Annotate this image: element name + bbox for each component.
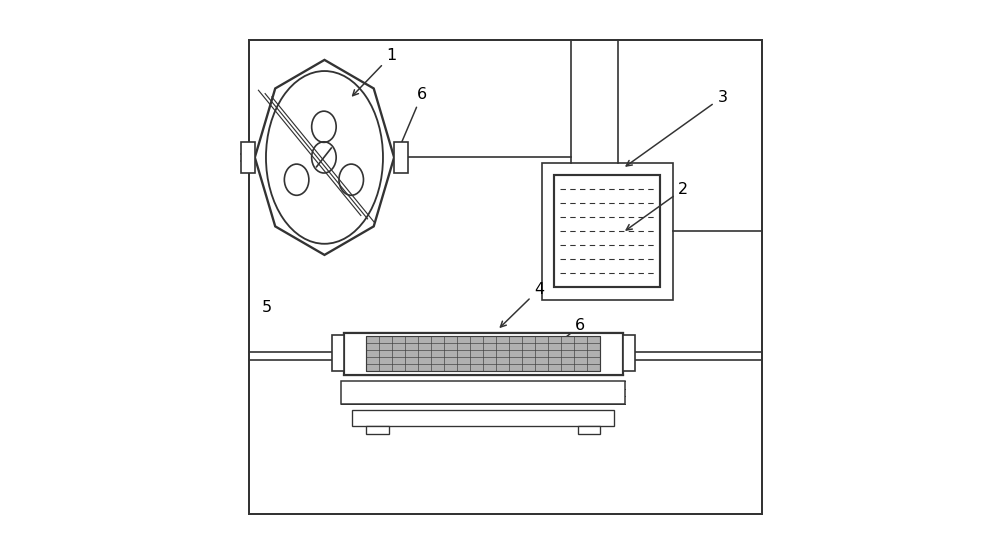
Bar <box>366 336 600 371</box>
Text: 4: 4 <box>500 282 544 327</box>
Bar <box>366 426 389 435</box>
Text: 6: 6 <box>397 87 427 153</box>
Text: 1: 1 <box>353 48 396 96</box>
Text: 2: 2 <box>626 181 688 230</box>
Bar <box>344 333 623 375</box>
Bar <box>542 163 673 300</box>
Bar <box>249 40 762 514</box>
Bar <box>341 381 625 404</box>
Bar <box>554 175 660 287</box>
Bar <box>352 410 614 426</box>
Bar <box>623 335 635 371</box>
Bar <box>578 426 600 435</box>
Text: 3: 3 <box>626 90 727 166</box>
Bar <box>332 335 344 371</box>
Text: 6: 6 <box>540 318 585 358</box>
Text: 5: 5 <box>262 300 272 315</box>
Bar <box>394 142 408 172</box>
Bar <box>241 142 255 172</box>
